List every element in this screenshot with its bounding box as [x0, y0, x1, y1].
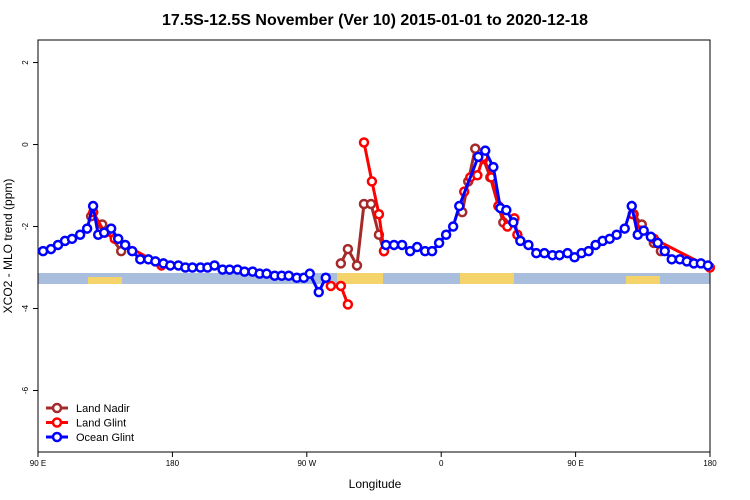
data-point	[426, 245, 438, 257]
data-point	[119, 239, 131, 251]
data-point	[126, 245, 138, 257]
y-tick-label: 2	[21, 60, 30, 65]
data-point	[659, 245, 671, 257]
data-point	[531, 247, 542, 259]
data-point	[261, 268, 272, 279]
data-point	[702, 260, 714, 271]
data-point	[209, 260, 220, 271]
y-tick-label: -2	[21, 222, 30, 230]
x-axis-label: Longitude	[349, 477, 402, 491]
data-point	[515, 235, 526, 247]
data-point	[358, 137, 370, 148]
data-point	[365, 198, 377, 210]
data-point	[239, 266, 250, 277]
legend-marker	[51, 402, 63, 414]
legend-marker	[51, 431, 63, 443]
x-tick-label: 90 E	[30, 459, 46, 468]
data-point	[87, 200, 99, 212]
data-point	[313, 286, 324, 298]
data-point	[366, 176, 378, 187]
land-band	[337, 273, 383, 284]
series-line	[362, 142, 386, 252]
x-tick-label: 180	[703, 459, 717, 468]
data-point	[611, 229, 622, 240]
data-point	[66, 233, 78, 245]
legend-label: Ocean Glint	[76, 432, 134, 444]
data-point	[342, 299, 354, 310]
chart-title: 17.5S-12.5S November (Ver 10) 2015-01-01…	[162, 12, 588, 29]
data-point	[472, 151, 484, 163]
data-point	[433, 237, 445, 249]
legend-marker	[51, 417, 63, 428]
data-point	[396, 239, 408, 251]
data-point	[135, 254, 146, 265]
data-point	[554, 249, 565, 261]
x-tick-label: 180	[166, 459, 180, 468]
data-point	[325, 280, 337, 292]
data-point	[373, 208, 385, 220]
data-point	[165, 260, 176, 271]
y-tick-label: -6	[21, 386, 30, 394]
data-point	[342, 243, 354, 255]
data-point	[626, 200, 637, 212]
series-line	[91, 211, 163, 267]
data-point	[440, 229, 452, 240]
data-point	[388, 239, 400, 251]
data-point	[480, 145, 491, 156]
data-point	[447, 221, 459, 232]
x-tick-label: 0	[439, 459, 444, 468]
data-point	[335, 258, 347, 269]
x-tick-label: 90 W	[297, 459, 316, 468]
data-point	[320, 272, 332, 284]
data-point	[81, 223, 93, 234]
data-point	[105, 223, 117, 234]
land-band	[460, 273, 514, 284]
data-point	[187, 262, 198, 273]
data-point	[380, 239, 392, 251]
data-point	[539, 247, 550, 259]
legend-label: Land Nadir	[76, 403, 130, 415]
data-point	[351, 260, 363, 271]
data-point	[508, 217, 519, 228]
data-point	[652, 237, 663, 249]
data-point	[454, 200, 465, 212]
y-tick-label: -4	[21, 304, 30, 312]
data-point	[523, 239, 534, 251]
y-tick-label: 0	[21, 142, 30, 147]
legend-label: Land Glint	[76, 418, 126, 430]
data-point	[112, 233, 124, 245]
data-point	[283, 270, 294, 281]
plot-frame	[37, 39, 711, 453]
surface-band	[38, 273, 710, 284]
data-point	[638, 225, 649, 236]
data-point	[335, 280, 347, 292]
y-axis-label: XCO2 - MLO trend (ppm)	[1, 179, 15, 314]
data-point	[583, 245, 594, 257]
land-band	[88, 277, 122, 284]
data-point	[472, 170, 483, 181]
data-point	[666, 254, 678, 265]
x-tick-label: 90 E	[567, 459, 583, 468]
data-point	[619, 223, 630, 234]
data-point	[304, 268, 316, 279]
data-point	[488, 161, 499, 173]
land-band	[626, 276, 660, 284]
data-point	[645, 231, 657, 243]
data-point	[150, 256, 161, 267]
data-point	[411, 241, 423, 253]
data-point	[501, 204, 512, 216]
data-point	[469, 143, 481, 154]
data-point	[74, 229, 86, 240]
